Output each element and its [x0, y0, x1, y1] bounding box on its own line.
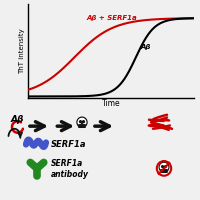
- Text: Aβ: Aβ: [141, 44, 151, 50]
- Text: SERF1a: SERF1a: [51, 140, 86, 149]
- Circle shape: [80, 121, 81, 123]
- Text: Aβ + SERF1a: Aβ + SERF1a: [86, 15, 137, 21]
- Circle shape: [165, 166, 166, 167]
- Y-axis label: ThT intensity: ThT intensity: [19, 28, 25, 74]
- Circle shape: [159, 162, 169, 172]
- Circle shape: [83, 121, 84, 123]
- Circle shape: [78, 118, 86, 126]
- X-axis label: Time: Time: [102, 99, 120, 108]
- Text: Aβ: Aβ: [11, 115, 24, 124]
- Circle shape: [77, 117, 87, 127]
- Circle shape: [160, 163, 168, 171]
- Circle shape: [162, 166, 163, 167]
- Text: SERF1a
antibody: SERF1a antibody: [51, 159, 89, 179]
